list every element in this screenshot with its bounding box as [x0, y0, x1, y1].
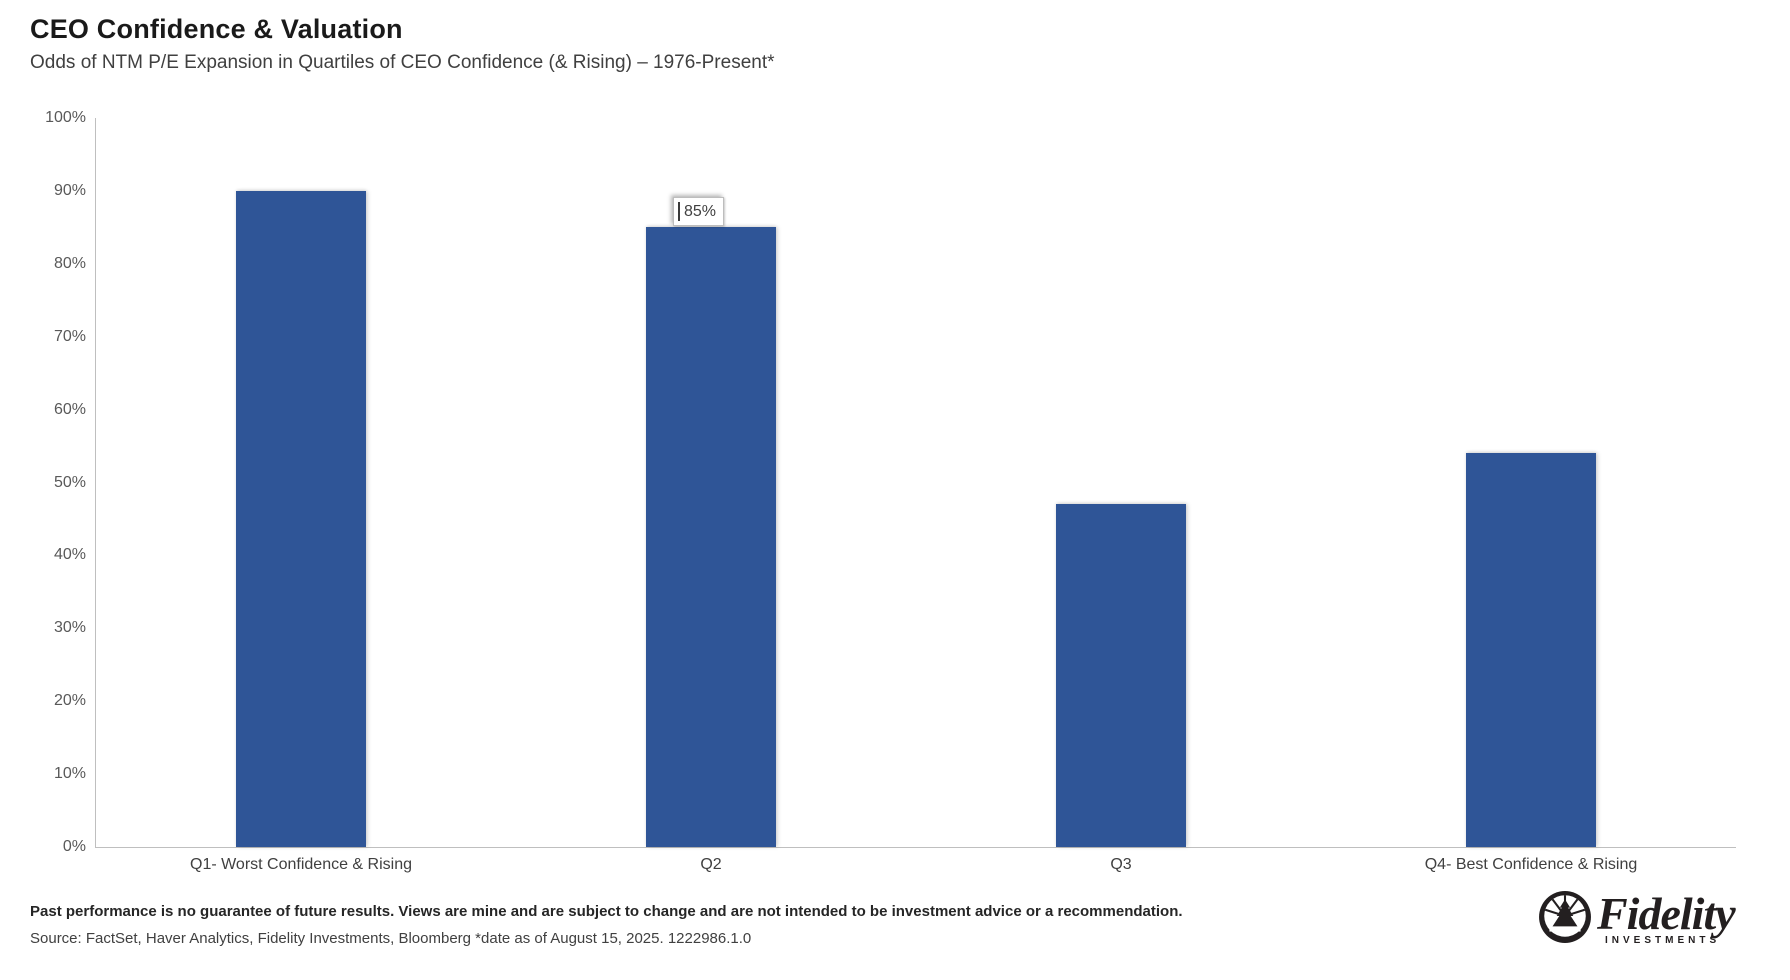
x-axis-category-label: Q3: [1110, 856, 1132, 873]
fidelity-logo: Fidelity INVESTMENTS: [1538, 888, 1736, 949]
x-axis-category-label: Q1- Worst Confidence & Rising: [189, 856, 413, 873]
x-axis-category-label: Q4- Best Confidence & Rising: [1424, 856, 1638, 873]
y-axis-tick-label: 50%: [53, 473, 86, 491]
plot-area: 0% 10% 20% 30% 40% 50% 60% 70% 80% 90% 100% Q1- Wor…: [45, 109, 1736, 873]
bar-q2[interactable]: [646, 227, 776, 847]
data-label-value: 85%: [684, 202, 717, 220]
y-axis-tick-label: 30%: [53, 619, 86, 637]
source-text: Source: FactSet, Haver Analytics, Fideli…: [30, 930, 752, 947]
data-label-editing[interactable]: 85%: [673, 197, 725, 227]
y-axis-tick-label: 10%: [53, 765, 86, 783]
y-axis-tick-label: 80%: [53, 254, 86, 272]
x-axis-category-label: Q2: [700, 856, 722, 873]
y-axis-tick-label: 20%: [53, 692, 86, 710]
text-cursor: [678, 202, 680, 222]
logo-sub-text: INVESTMENTS: [1605, 935, 1721, 946]
disclaimer-text: Past performance is no guarantee of futu…: [30, 903, 1183, 920]
bar-q1[interactable]: [236, 190, 366, 847]
y-axis-tick-label: 0%: [62, 838, 86, 855]
y-axis-tick-label: 60%: [53, 400, 86, 418]
fidelity-pyramid-icon: [1538, 890, 1592, 949]
bar-q3[interactable]: [1056, 504, 1186, 847]
logo-brand-text: Fidelity: [1597, 888, 1736, 939]
bar-q4[interactable]: [1466, 453, 1596, 847]
page-subtitle: Odds of NTM P/E Expansion in Quartiles o…: [30, 52, 775, 73]
page-title: CEO Confidence & Valuation: [30, 14, 403, 44]
y-axis-tick-label: 70%: [53, 327, 86, 345]
logo-text: Fidelity INVESTMENTS: [1597, 888, 1736, 947]
y-axis-tick-label: 40%: [53, 546, 86, 564]
y-axis-tick-label: 100%: [45, 109, 86, 126]
y-axis-tick-label: 90%: [53, 181, 86, 199]
